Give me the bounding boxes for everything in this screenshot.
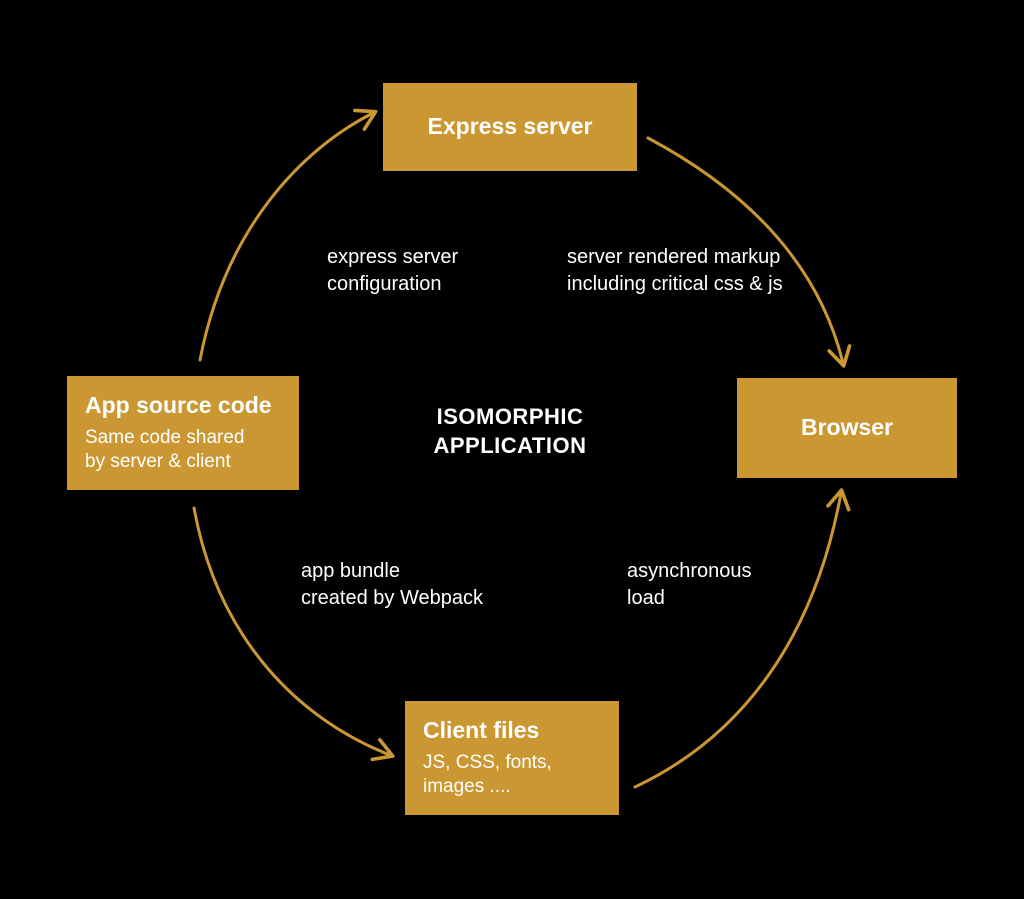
node-source-subtitle: Same code shared by server & client	[85, 426, 245, 474]
node-browser-title: Browser	[801, 414, 893, 442]
arrow-source-to-client	[194, 508, 390, 755]
edge-label-express-config: express server configuration	[327, 244, 458, 298]
node-express-title: Express server	[428, 113, 593, 141]
node-client-subtitle: JS, CSS, fonts, images ....	[423, 751, 552, 799]
arrow-client-to-browser	[635, 493, 841, 787]
arrow-source-to-express	[200, 113, 373, 360]
diagram-stage: ISOMORPHIC APPLICATION Express server Br…	[0, 0, 1024, 899]
node-client-title: Client files	[423, 717, 539, 745]
edge-label-app-bundle: app bundle created by Webpack	[301, 558, 483, 612]
node-client-files: Client files JS, CSS, fonts, images ....	[405, 701, 619, 815]
node-app-source-code: App source code Same code shared by serv…	[67, 376, 299, 490]
node-express-server: Express server	[383, 83, 637, 171]
node-source-title: App source code	[85, 392, 272, 420]
center-title: ISOMORPHIC APPLICATION	[400, 403, 620, 460]
node-browser: Browser	[737, 378, 957, 478]
edge-label-async-load: asynchronous load	[627, 558, 752, 612]
edge-label-server-markup: server rendered markup including critica…	[567, 244, 783, 298]
